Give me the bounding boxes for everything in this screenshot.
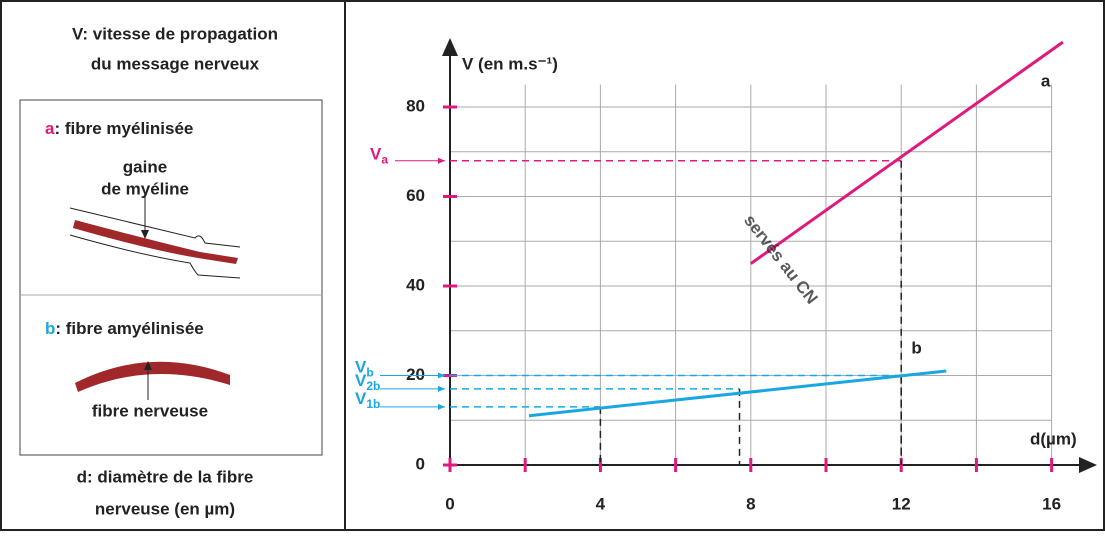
ref-label: Va (370, 145, 388, 167)
myelin-diagram (70, 195, 240, 278)
y-tick-label: 80 (406, 96, 425, 115)
label: fibre nerveuse (92, 401, 208, 420)
y-axis-label: V (en m.s⁻¹) (462, 54, 558, 73)
ref-letter: V (355, 371, 367, 390)
ref-letter: V (355, 389, 367, 408)
x-tick-label: 8 (746, 494, 755, 513)
series-line (529, 371, 946, 416)
footer: nerveuse (en µm) (95, 499, 235, 518)
x-tick-label: 16 (1042, 494, 1061, 513)
figure: V: vitesse de propagation du message ner… (0, 0, 1105, 531)
ref-sub: 1b (366, 397, 380, 411)
watermark: servés au CN (740, 211, 821, 308)
header: V: vitesse de propagation (72, 24, 278, 43)
y-tick-label: 60 (406, 186, 425, 205)
ref-sub: b (366, 366, 373, 380)
ref-letter: V (370, 145, 382, 164)
x-tick-label: 4 (596, 494, 606, 513)
y-tick-label: 40 (406, 275, 425, 294)
y-tick-label: 20 (406, 365, 425, 384)
header: du message nerveux (91, 54, 260, 73)
y-tick-label: 0 (416, 454, 425, 473)
ref-sub: a (381, 153, 388, 167)
fiber-a-title: a: fibre myélinisée (45, 119, 193, 138)
footer: d: diamètre de la fibre (77, 467, 254, 486)
x-axis-label: d(µm) (1030, 429, 1077, 448)
x-tick-label: 0 (445, 494, 454, 513)
ref-sub: 2b (366, 379, 380, 393)
x-tick-label: 12 (892, 494, 911, 513)
series-line (751, 42, 1063, 264)
frame (1, 1, 1104, 530)
series-name: b (911, 339, 921, 358)
fiber-b-title: b: fibre amyélinisée (45, 319, 204, 338)
fiber-diagram (75, 362, 230, 392)
label: gaine (123, 157, 167, 176)
series-name: a (1041, 72, 1051, 91)
